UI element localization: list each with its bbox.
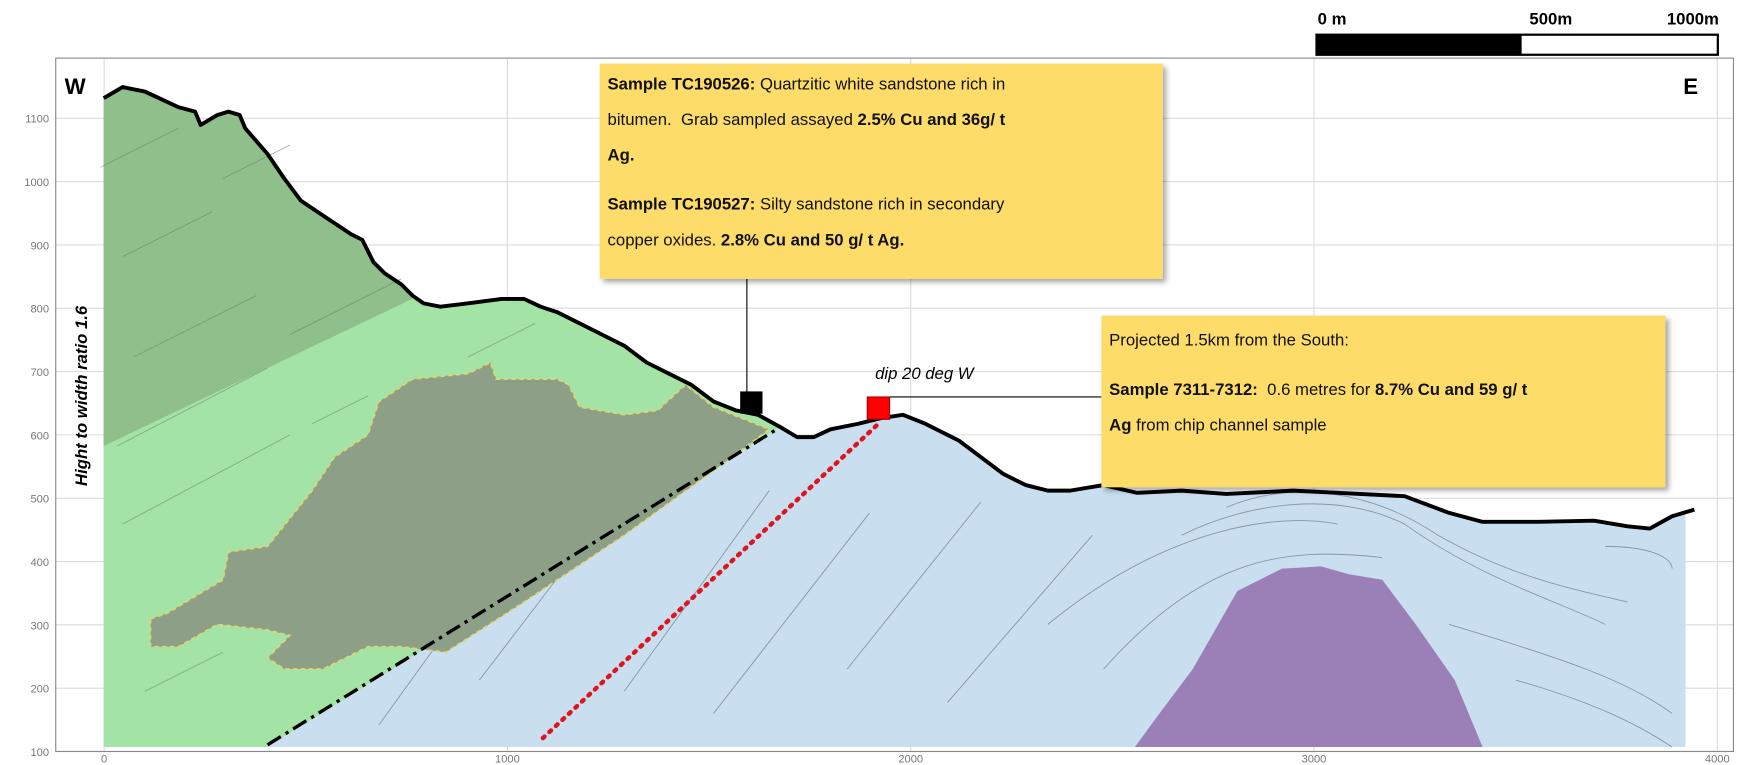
x-tick-label: 3000 [1302,754,1327,765]
direction-label: W [65,74,87,99]
y-tick-label: 200 [30,684,49,696]
y-tick-label: 900 [30,240,49,252]
sample-marker [740,391,763,414]
dip-label: dip 20 deg W [875,364,976,383]
y-tick-label: 600 [30,430,49,442]
x-tick-label: 1000 [495,754,520,765]
callout-run: 0.6 metres for [1258,380,1375,399]
callout-run: Sample 7311-7312: [1109,380,1258,399]
y-tick-label: 400 [30,557,49,569]
x-tick-label: 0 [101,754,107,765]
dip-line [540,421,881,741]
scale-bar-black [1315,33,1521,56]
callout-run: bitumen. Grab sampled assayed [608,110,858,129]
callout-line: Projected 1.5km from the South: [1109,331,1349,350]
callout-box [1101,315,1666,488]
callout-line: Ag from chip channel sample [1109,415,1326,434]
y-tick-label: 1100 [25,114,49,126]
scale-label: 500m [1529,10,1572,29]
callout-run: Sample TC190526: [608,74,756,93]
callout-run: Ag. [608,146,635,165]
sample-marker [866,396,891,420]
x-tick-label: 2000 [898,754,923,765]
callouts: Sample TC190526: Quartzitic white sandst… [608,74,1528,434]
grey-unit [149,361,771,670]
purple-intrusion [1134,566,1483,748]
scale-label: 0 m [1318,10,1347,29]
callout-run: Projected 1.5km from the South: [1109,331,1349,350]
fault [266,425,782,747]
callout-run: copper oxides. [608,230,721,249]
callout-run: Silty sandstone rich in secondary [755,195,1005,214]
callout-line: Ag. [608,146,635,165]
y-axis-label: Hight to width ratio 1.6 [72,305,91,486]
y-tick-label: 700 [30,367,49,379]
y-tick-label: 100 [30,747,49,759]
callout-box [599,63,1163,279]
topography [102,85,1695,531]
direction-label: E [1683,74,1698,99]
callout-line: Sample TC190526: Quartzitic white sandst… [608,74,1006,93]
callout-line: Sample TC190527: Silty sandstone rich in… [608,195,1005,214]
y-tick-label: 500 [30,494,49,506]
x-tick-label: 4000 [1705,754,1730,765]
hatching [100,127,1673,748]
callout-run: Sample TC190527: [608,195,756,214]
callout-line: copper oxides. 2.8% Cu and 50 g/ t Ag. [608,230,905,249]
y-tick-label: 1000 [24,177,49,189]
plot-frame [55,57,1734,753]
scale-bar-white [1519,33,1719,56]
callout-run: 8.7% Cu and 59 g/ t [1375,380,1528,399]
callout-line: Sample 7311-7312: 0.6 metres for 8.7% Cu… [1109,380,1528,399]
dark-green-unit [103,87,415,447]
y-tick-label: 800 [30,304,49,316]
callout-run: 2.8% Cu and 50 g/ t Ag. [721,230,904,249]
callout-line: bitumen. Grab sampled assayed 2.5% Cu an… [608,110,1006,129]
scale-label: 1000m [1667,10,1719,29]
callout-run: 2.5% Cu and 36g/ t [858,110,1006,129]
y-tick-label: 300 [30,620,49,632]
callout-run: Ag [1109,415,1131,434]
callout-run: from chip channel sample [1131,415,1326,434]
callout-run: Quartzitic white sandstone rich in [755,74,1005,93]
